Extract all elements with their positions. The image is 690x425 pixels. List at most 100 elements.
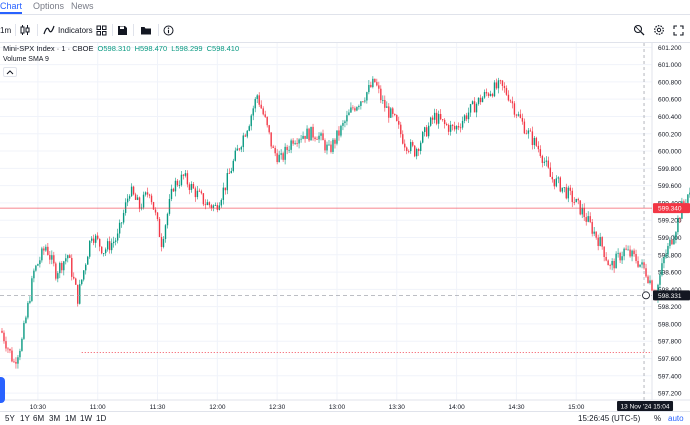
candle-body <box>551 176 554 180</box>
info-button[interactable] <box>163 21 174 39</box>
candle-body <box>637 260 639 267</box>
candle-body <box>479 97 482 103</box>
side-panel-toggle[interactable] <box>0 377 5 403</box>
candle-body <box>507 94 510 101</box>
candle-body <box>380 88 382 101</box>
indicators-button[interactable]: Indicators <box>43 21 93 39</box>
candle-body <box>671 239 673 245</box>
tab-chart[interactable]: Chart <box>0 1 23 11</box>
candle-body <box>348 112 350 116</box>
candle-body <box>160 236 163 247</box>
candle-body <box>284 146 286 160</box>
divider <box>0 42 690 43</box>
candle-body <box>63 261 65 271</box>
candle-body <box>308 128 310 141</box>
symbol-title[interactable]: Mini-SPX Index · 1 · CBOE <box>3 44 94 53</box>
candle-body <box>122 212 125 223</box>
candle-body <box>93 238 95 243</box>
candle-body <box>286 146 288 151</box>
range-1y[interactable]: 1Y <box>20 414 30 423</box>
candle-body <box>300 138 302 140</box>
candle-body <box>647 276 649 284</box>
candle-body <box>152 202 155 210</box>
candle-body <box>601 237 603 247</box>
candle-body <box>463 115 466 121</box>
candle-body <box>23 322 25 339</box>
candle-body <box>449 124 452 132</box>
candle-body <box>102 253 105 254</box>
candle-body <box>577 198 579 201</box>
time-tick-label: 12:00 <box>209 404 226 411</box>
range-5y[interactable]: 5Y <box>5 414 15 423</box>
tab-news[interactable]: News <box>71 1 94 11</box>
divider <box>37 24 38 36</box>
candle-body <box>326 144 328 151</box>
chevron-up-icon <box>6 70 14 75</box>
candle-body <box>194 188 197 198</box>
price-tick-label: 600.200 <box>658 131 682 138</box>
range-1d[interactable]: 1D <box>96 414 107 423</box>
candle-body <box>433 112 436 120</box>
chart-type-button[interactable] <box>19 21 31 39</box>
candle-body <box>418 149 420 152</box>
candle-body <box>116 233 119 241</box>
candle-body <box>635 254 637 261</box>
candle-body <box>420 142 422 152</box>
candle-body <box>318 135 320 140</box>
candle-body <box>128 196 131 199</box>
auto-scale-toggle[interactable]: auto <box>668 414 684 423</box>
candle-body <box>615 253 617 269</box>
clock[interactable]: 15:26:45 (UTC-5) <box>578 414 641 423</box>
candle-body <box>53 255 55 264</box>
candle-body <box>252 108 254 116</box>
range-3m[interactable]: 3M <box>49 414 61 423</box>
time-tick-label: 11:00 <box>90 404 106 411</box>
percent-scale-toggle[interactable]: % <box>654 414 662 423</box>
settings-button[interactable] <box>653 21 665 39</box>
price-chart[interactable]: 601.200 601.000 600.800 600.600 600.400 600.2… <box>0 43 690 411</box>
save-button[interactable] <box>117 21 128 39</box>
range-1m[interactable]: 1M <box>65 414 77 423</box>
candle-body <box>437 113 440 124</box>
candle-body <box>328 144 330 146</box>
chart-toolbar: 1m Indicators <box>0 18 690 42</box>
candle-body <box>168 199 171 214</box>
candle-body <box>254 98 256 109</box>
candle-body <box>268 125 270 133</box>
candle-body <box>435 112 438 124</box>
screenshot-button[interactable] <box>633 21 645 39</box>
candle-body <box>47 246 49 255</box>
candle-body <box>378 85 380 89</box>
candle-body <box>390 108 392 118</box>
range-1w[interactable]: 1W <box>80 414 92 423</box>
candle-body <box>190 183 193 190</box>
time-tick-label: 14:30 <box>508 404 525 411</box>
layout-button[interactable] <box>96 21 107 39</box>
candle-body <box>256 95 258 99</box>
candle-body <box>342 123 344 126</box>
interval-button[interactable]: 1m <box>0 25 12 35</box>
tab-options[interactable]: Options <box>33 1 65 11</box>
collapse-legend-button[interactable] <box>3 67 17 77</box>
range-6m[interactable]: 6M <box>33 414 45 423</box>
divider <box>158 24 159 36</box>
candle-body <box>505 88 508 95</box>
candle-body <box>226 173 229 191</box>
open-folder-button[interactable] <box>140 21 152 39</box>
candle-body <box>75 278 77 285</box>
candle-body <box>585 217 587 222</box>
fullscreen-button[interactable] <box>673 21 684 39</box>
candle-body <box>651 280 653 291</box>
candle-body <box>192 183 195 189</box>
candle-body <box>244 135 246 137</box>
divider <box>0 411 690 412</box>
candle-body <box>623 248 625 257</box>
candle-body <box>376 82 378 86</box>
candle-body <box>276 153 278 163</box>
candle-body <box>270 132 272 147</box>
candle-body <box>95 235 97 243</box>
study-legend[interactable]: Volume SMA 9 <box>3 56 49 63</box>
candle-body <box>364 100 366 102</box>
candle-body <box>200 191 203 194</box>
candle-body <box>334 139 336 144</box>
